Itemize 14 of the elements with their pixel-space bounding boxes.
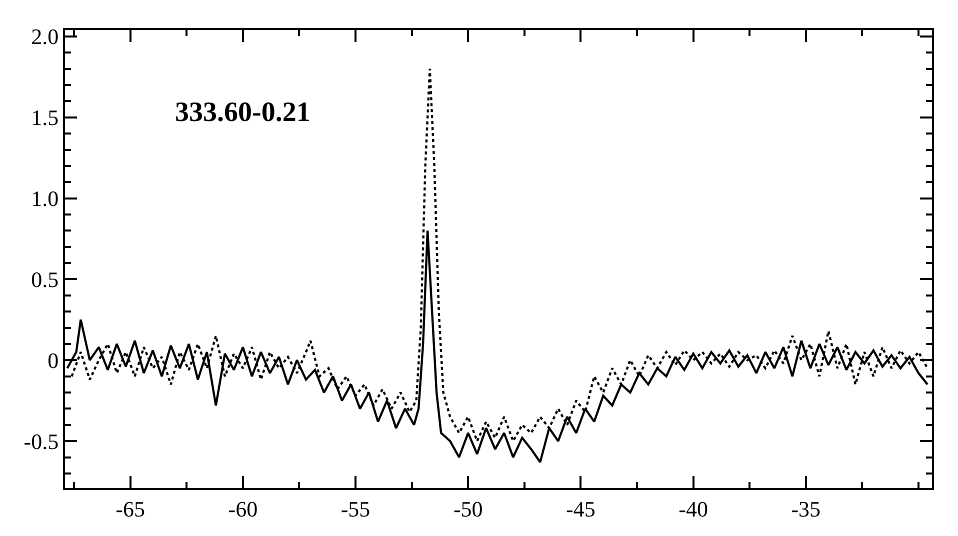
x-tick-label: -55 xyxy=(340,496,370,522)
x-tick-label: -45 xyxy=(566,496,596,522)
y-tick-label: 1.5 xyxy=(31,105,59,130)
y-tick-label: 1.0 xyxy=(31,186,59,212)
y-tick-label: -0.5 xyxy=(24,428,59,454)
x-tick-label: -50 xyxy=(453,496,483,522)
x-tick-label: -65 xyxy=(116,496,145,522)
x-tick-label: -35 xyxy=(791,496,821,522)
annotation: 333.60-0.21 xyxy=(175,97,310,128)
x-tick-label: -40 xyxy=(678,496,708,522)
x-tick-label: -60 xyxy=(228,496,258,522)
y-tick-label: 0 xyxy=(48,348,59,373)
y-tick-label: 0.5 xyxy=(31,266,59,292)
y-tick-label: 2.0 xyxy=(31,24,59,50)
